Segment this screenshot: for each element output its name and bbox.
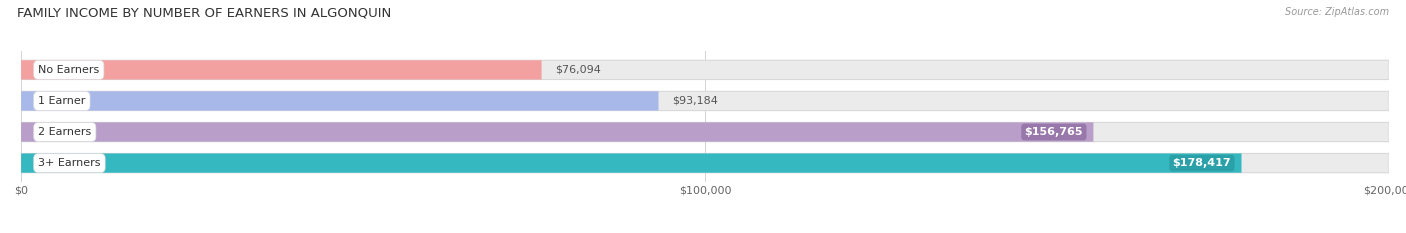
Text: FAMILY INCOME BY NUMBER OF EARNERS IN ALGONQUIN: FAMILY INCOME BY NUMBER OF EARNERS IN AL… [17,7,391,20]
Text: $93,184: $93,184 [672,96,718,106]
Text: 3+ Earners: 3+ Earners [38,158,101,168]
Text: 1 Earner: 1 Earner [38,96,86,106]
Text: $178,417: $178,417 [1173,158,1232,168]
Text: $76,094: $76,094 [555,65,602,75]
FancyBboxPatch shape [21,60,541,79]
FancyBboxPatch shape [21,154,1389,173]
Text: $156,765: $156,765 [1025,127,1083,137]
FancyBboxPatch shape [21,122,1389,142]
FancyBboxPatch shape [21,154,1241,173]
FancyBboxPatch shape [21,122,1094,142]
Text: No Earners: No Earners [38,65,100,75]
FancyBboxPatch shape [21,60,1389,79]
FancyBboxPatch shape [21,91,658,111]
Text: 2 Earners: 2 Earners [38,127,91,137]
Text: Source: ZipAtlas.com: Source: ZipAtlas.com [1285,7,1389,17]
FancyBboxPatch shape [21,91,1389,111]
